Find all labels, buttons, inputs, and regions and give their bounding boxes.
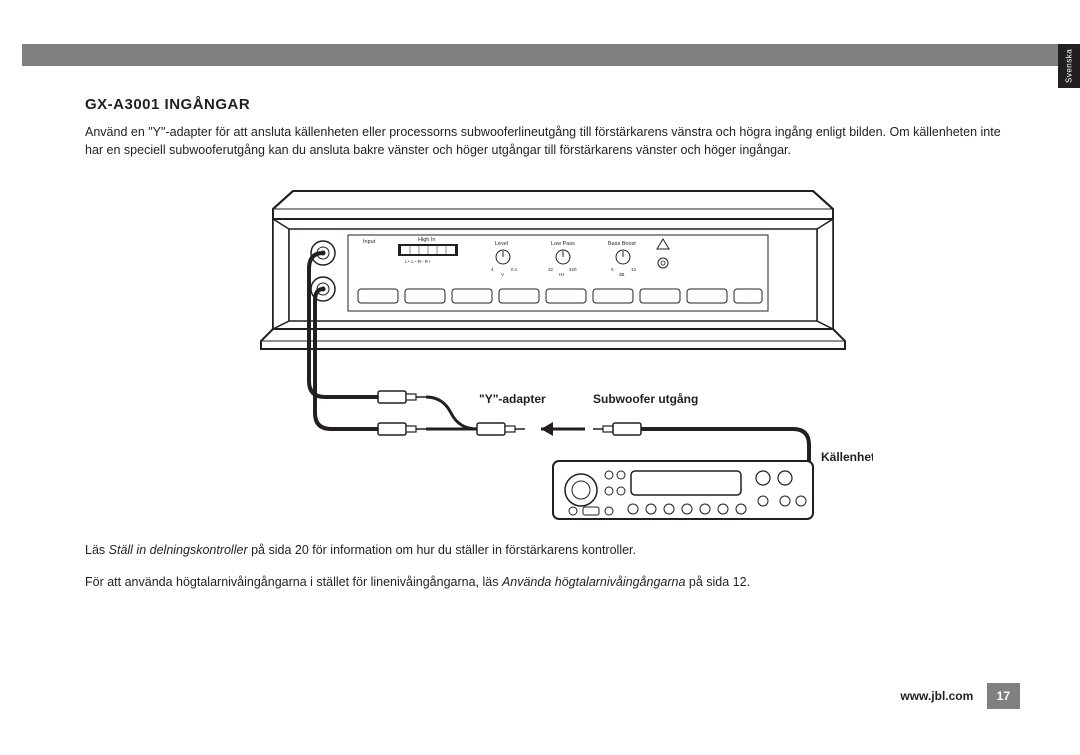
outro1-post: på sida 20 för information om hur du stä… — [248, 543, 636, 557]
outro2-em: Använda högtalarnivåingångarna — [502, 575, 685, 589]
page-content: GX-A3001 INGÅNGAR Använd en "Y"-adapter … — [85, 96, 1020, 598]
source-unit-label: Källenhet — [821, 450, 873, 464]
outro2-pre: För att använda högtalarnivåingångarna i… — [85, 575, 502, 589]
section-heading: GX-A3001 INGÅNGAR — [85, 96, 1020, 113]
outro2-post: på sida 12. — [685, 575, 750, 589]
footer-url: www.jbl.com — [900, 689, 973, 703]
intro-paragraph: Använd en "Y"-adapter för att ansluta kä… — [85, 123, 1020, 159]
language-tab: Svenska — [1058, 44, 1080, 88]
svg-text:12: 12 — [631, 267, 637, 272]
svg-text:High In: High In — [418, 237, 435, 243]
subwoofer-output-label: Subwoofer utgång — [593, 392, 698, 406]
svg-text:0.1: 0.1 — [511, 267, 518, 272]
y-adapter-label: "Y"-adapter — [479, 392, 546, 406]
page-number: 17 — [987, 683, 1020, 709]
page-footer: www.jbl.com 17 — [900, 683, 1020, 709]
input-label: Input — [363, 239, 376, 245]
svg-text:Bass Boost: Bass Boost — [608, 241, 636, 247]
subwoofer-cable — [593, 423, 809, 461]
outro1-pre: Läs — [85, 543, 109, 557]
svg-text:Low Pass: Low Pass — [551, 241, 575, 247]
svg-text:320: 320 — [569, 267, 577, 272]
svg-text:V: V — [501, 272, 504, 277]
svg-text:L+ L– R– R+: L+ L– R– R+ — [405, 259, 431, 264]
connection-diagram: Input High In L+ L– R– R+ Level — [233, 181, 873, 521]
top-gray-bar — [22, 44, 1080, 66]
svg-text:dB: dB — [619, 272, 625, 277]
diagram-container: Input High In L+ L– R– R+ Level — [85, 181, 1020, 521]
outro-paragraph-2: För att använda högtalarnivåingångarna i… — [85, 573, 1020, 591]
outro-paragraph-1: Läs Ställ in delningskontroller på sida … — [85, 541, 1020, 559]
svg-text:32: 32 — [548, 267, 554, 272]
head-unit — [553, 461, 813, 519]
amplifier-body: Input High In L+ L– R– R+ Level — [261, 191, 845, 349]
svg-text:Level: Level — [495, 241, 508, 247]
outro1-em: Ställ in delningskontroller — [109, 543, 248, 557]
connection-arrow — [541, 422, 585, 436]
vent-slots — [358, 289, 762, 303]
svg-text:Hz: Hz — [559, 272, 565, 277]
